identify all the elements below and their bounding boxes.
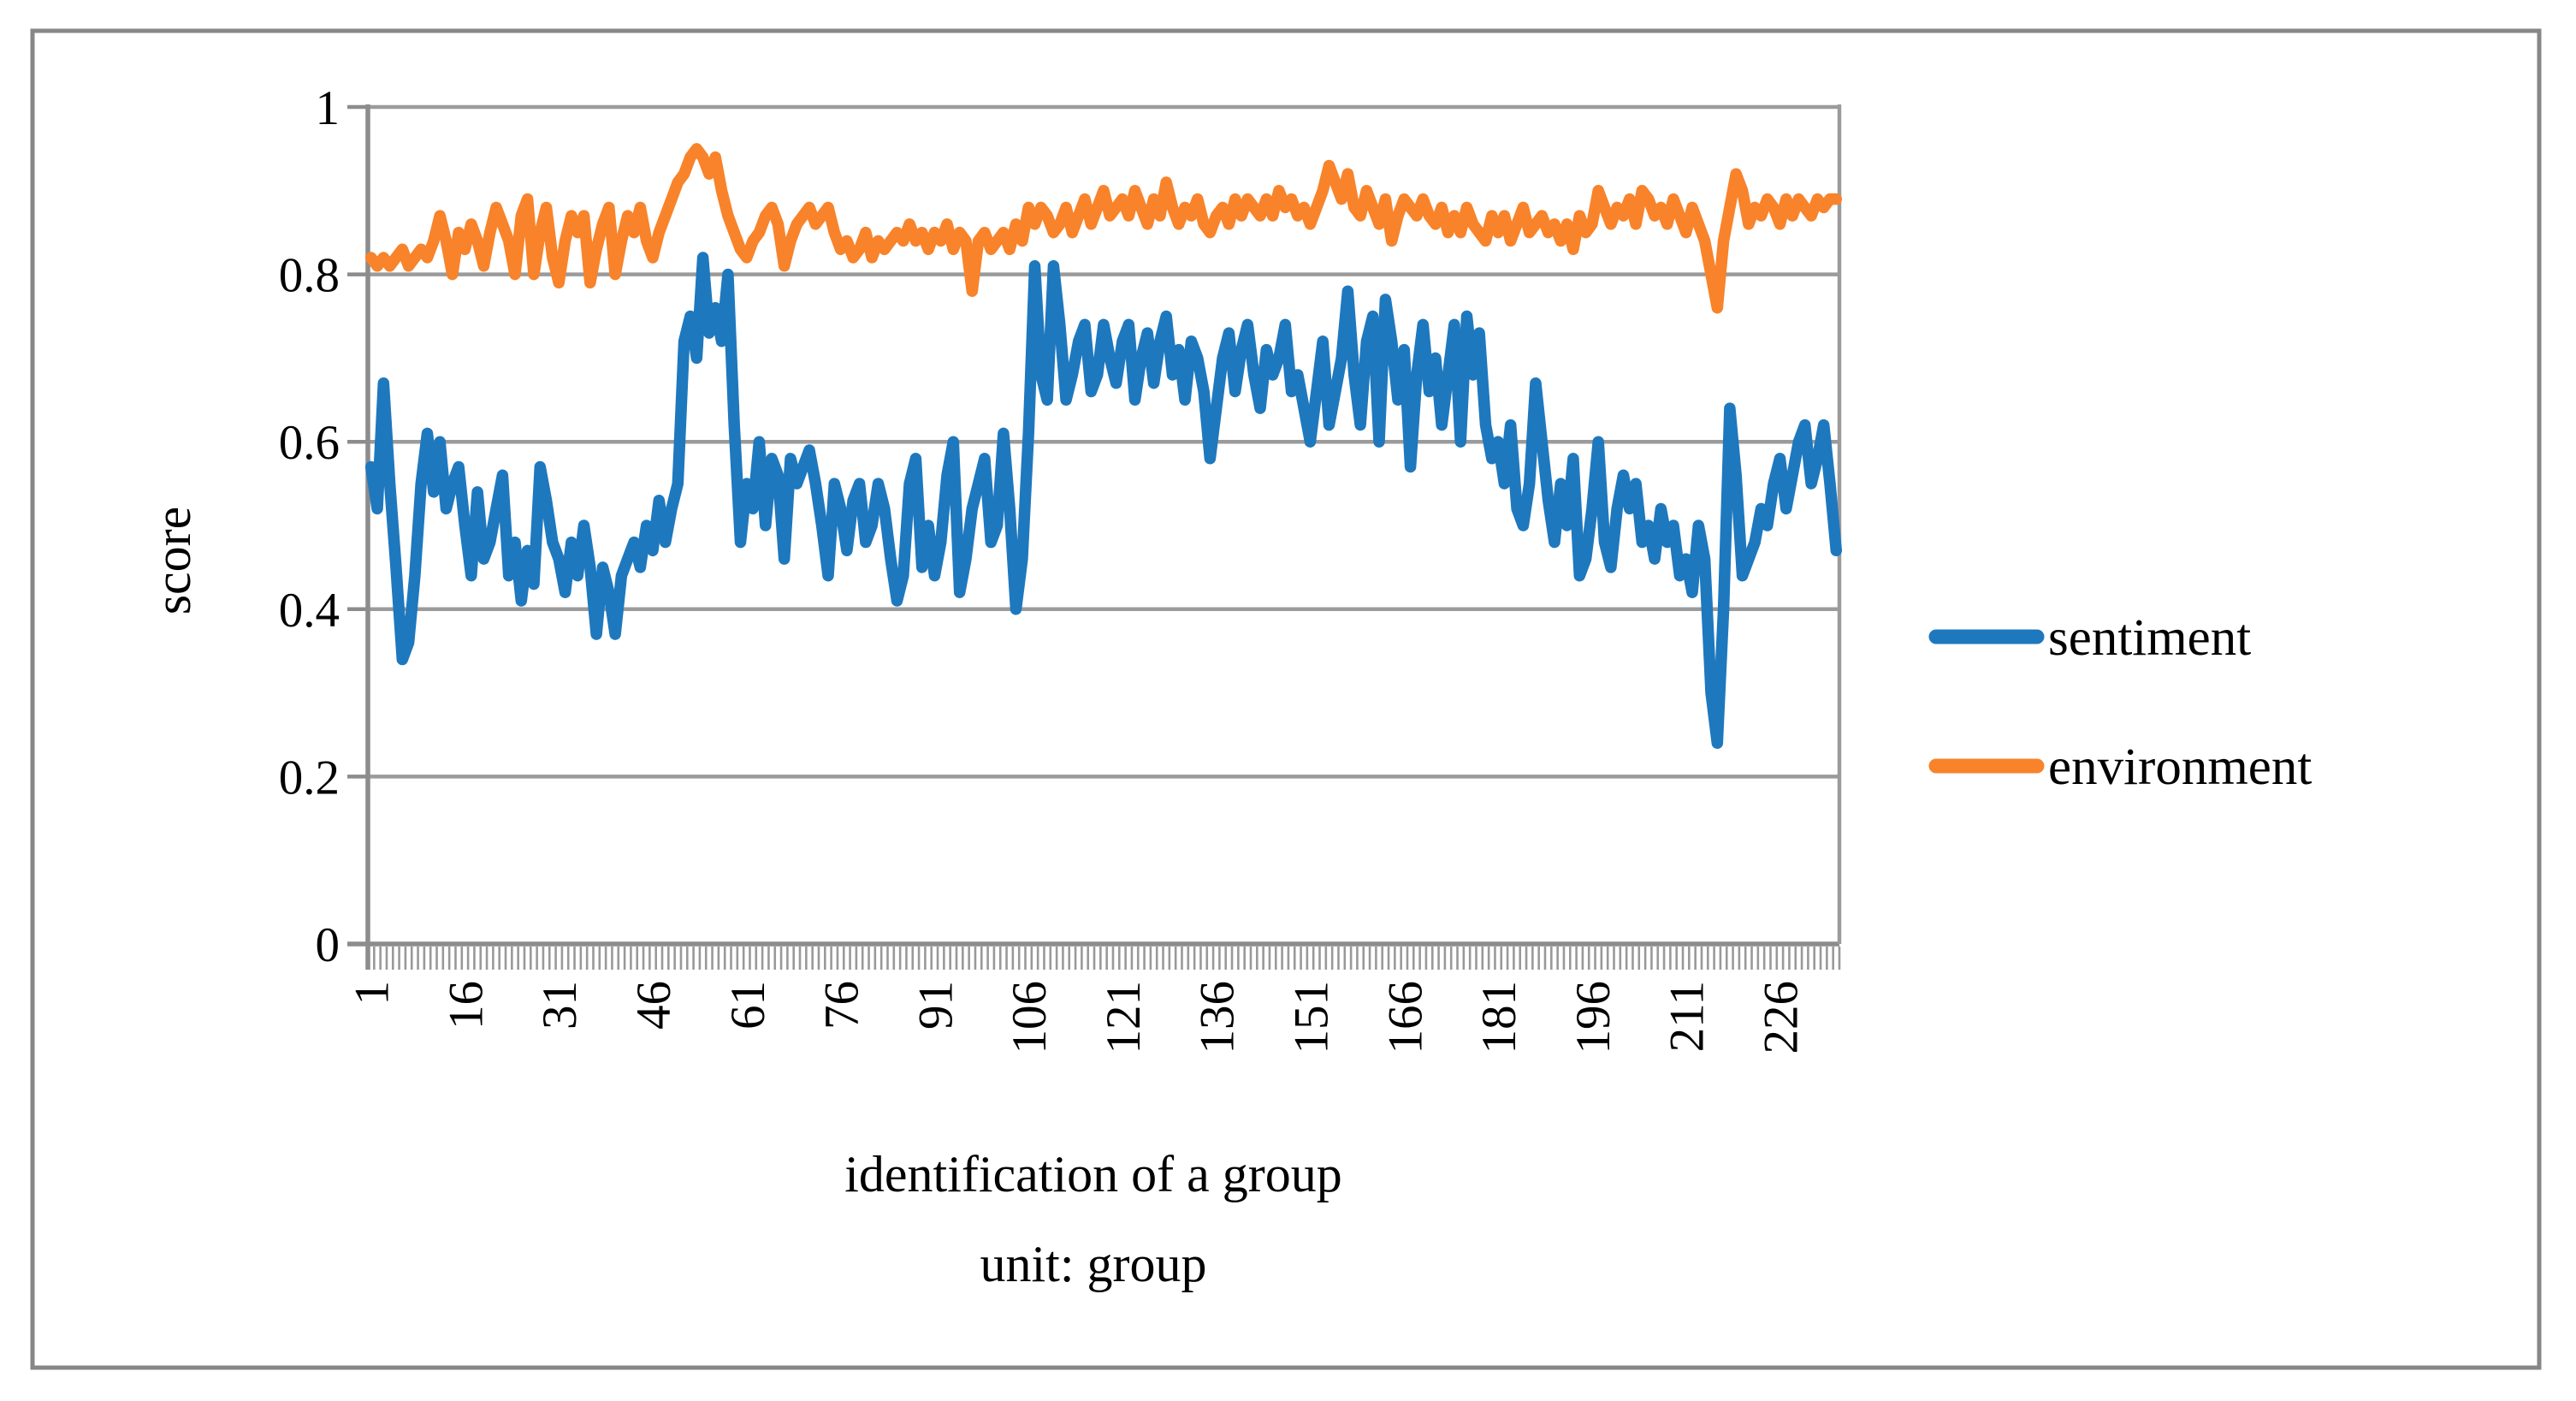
x-axis-minor-tick-comb xyxy=(366,947,1841,970)
x-tick-label-196: 196 xyxy=(1566,981,1620,1054)
x-tick-label-136: 136 xyxy=(1191,981,1245,1054)
y-tick-label-0.4: 0.4 xyxy=(279,584,340,638)
x-axis-title-line2: unit: group xyxy=(980,1236,1207,1292)
y-axis-title: score xyxy=(145,507,201,615)
y-tick-label-0: 0 xyxy=(316,918,341,972)
x-axis-title-line1: identification of a group xyxy=(844,1146,1341,1202)
x-tick-label-91: 91 xyxy=(909,981,962,1030)
x-tick-label-61: 61 xyxy=(721,981,775,1030)
x-tick-label-166: 166 xyxy=(1378,981,1432,1054)
x-tick-label-1: 1 xyxy=(346,981,400,1006)
y-axis-tick-labels: 1 0.8 0.6 0.4 0.2 0 xyxy=(279,81,340,972)
y-axis-tick-marks xyxy=(347,104,368,947)
x-tick-label-226: 226 xyxy=(1755,981,1809,1054)
data-series-lines xyxy=(364,143,1843,750)
x-tick-label-121: 121 xyxy=(1097,981,1151,1054)
x-tick-label-31: 31 xyxy=(533,981,587,1030)
y-tick-label-0.6: 0.6 xyxy=(279,416,340,470)
y-tick-label-1: 1 xyxy=(316,81,341,135)
x-axis-tick-labels: 1 16 31 46 61 76 91 106 121 136 151 166 181 196 211 226 xyxy=(346,981,1809,1054)
series-line-sentiment xyxy=(364,252,1843,750)
series-line-environment xyxy=(364,143,1843,314)
x-tick-label-181: 181 xyxy=(1472,981,1526,1054)
x-tick-label-46: 46 xyxy=(627,981,681,1030)
x-tick-label-211: 211 xyxy=(1661,981,1714,1052)
x-tick-label-76: 76 xyxy=(815,981,869,1030)
y-tick-label-0.2: 0.2 xyxy=(279,751,340,804)
x-tick-label-16: 16 xyxy=(439,981,493,1030)
legend: sentiment environment xyxy=(1928,609,2312,796)
y-tick-label-0.8: 0.8 xyxy=(279,249,340,303)
legend-label-sentiment: sentiment xyxy=(2048,609,2251,667)
figure-border xyxy=(30,28,2542,1370)
x-tick-label-151: 151 xyxy=(1285,981,1339,1054)
x-tick-label-106: 106 xyxy=(1003,981,1057,1054)
legend-label-environment: environment xyxy=(2048,739,2312,796)
